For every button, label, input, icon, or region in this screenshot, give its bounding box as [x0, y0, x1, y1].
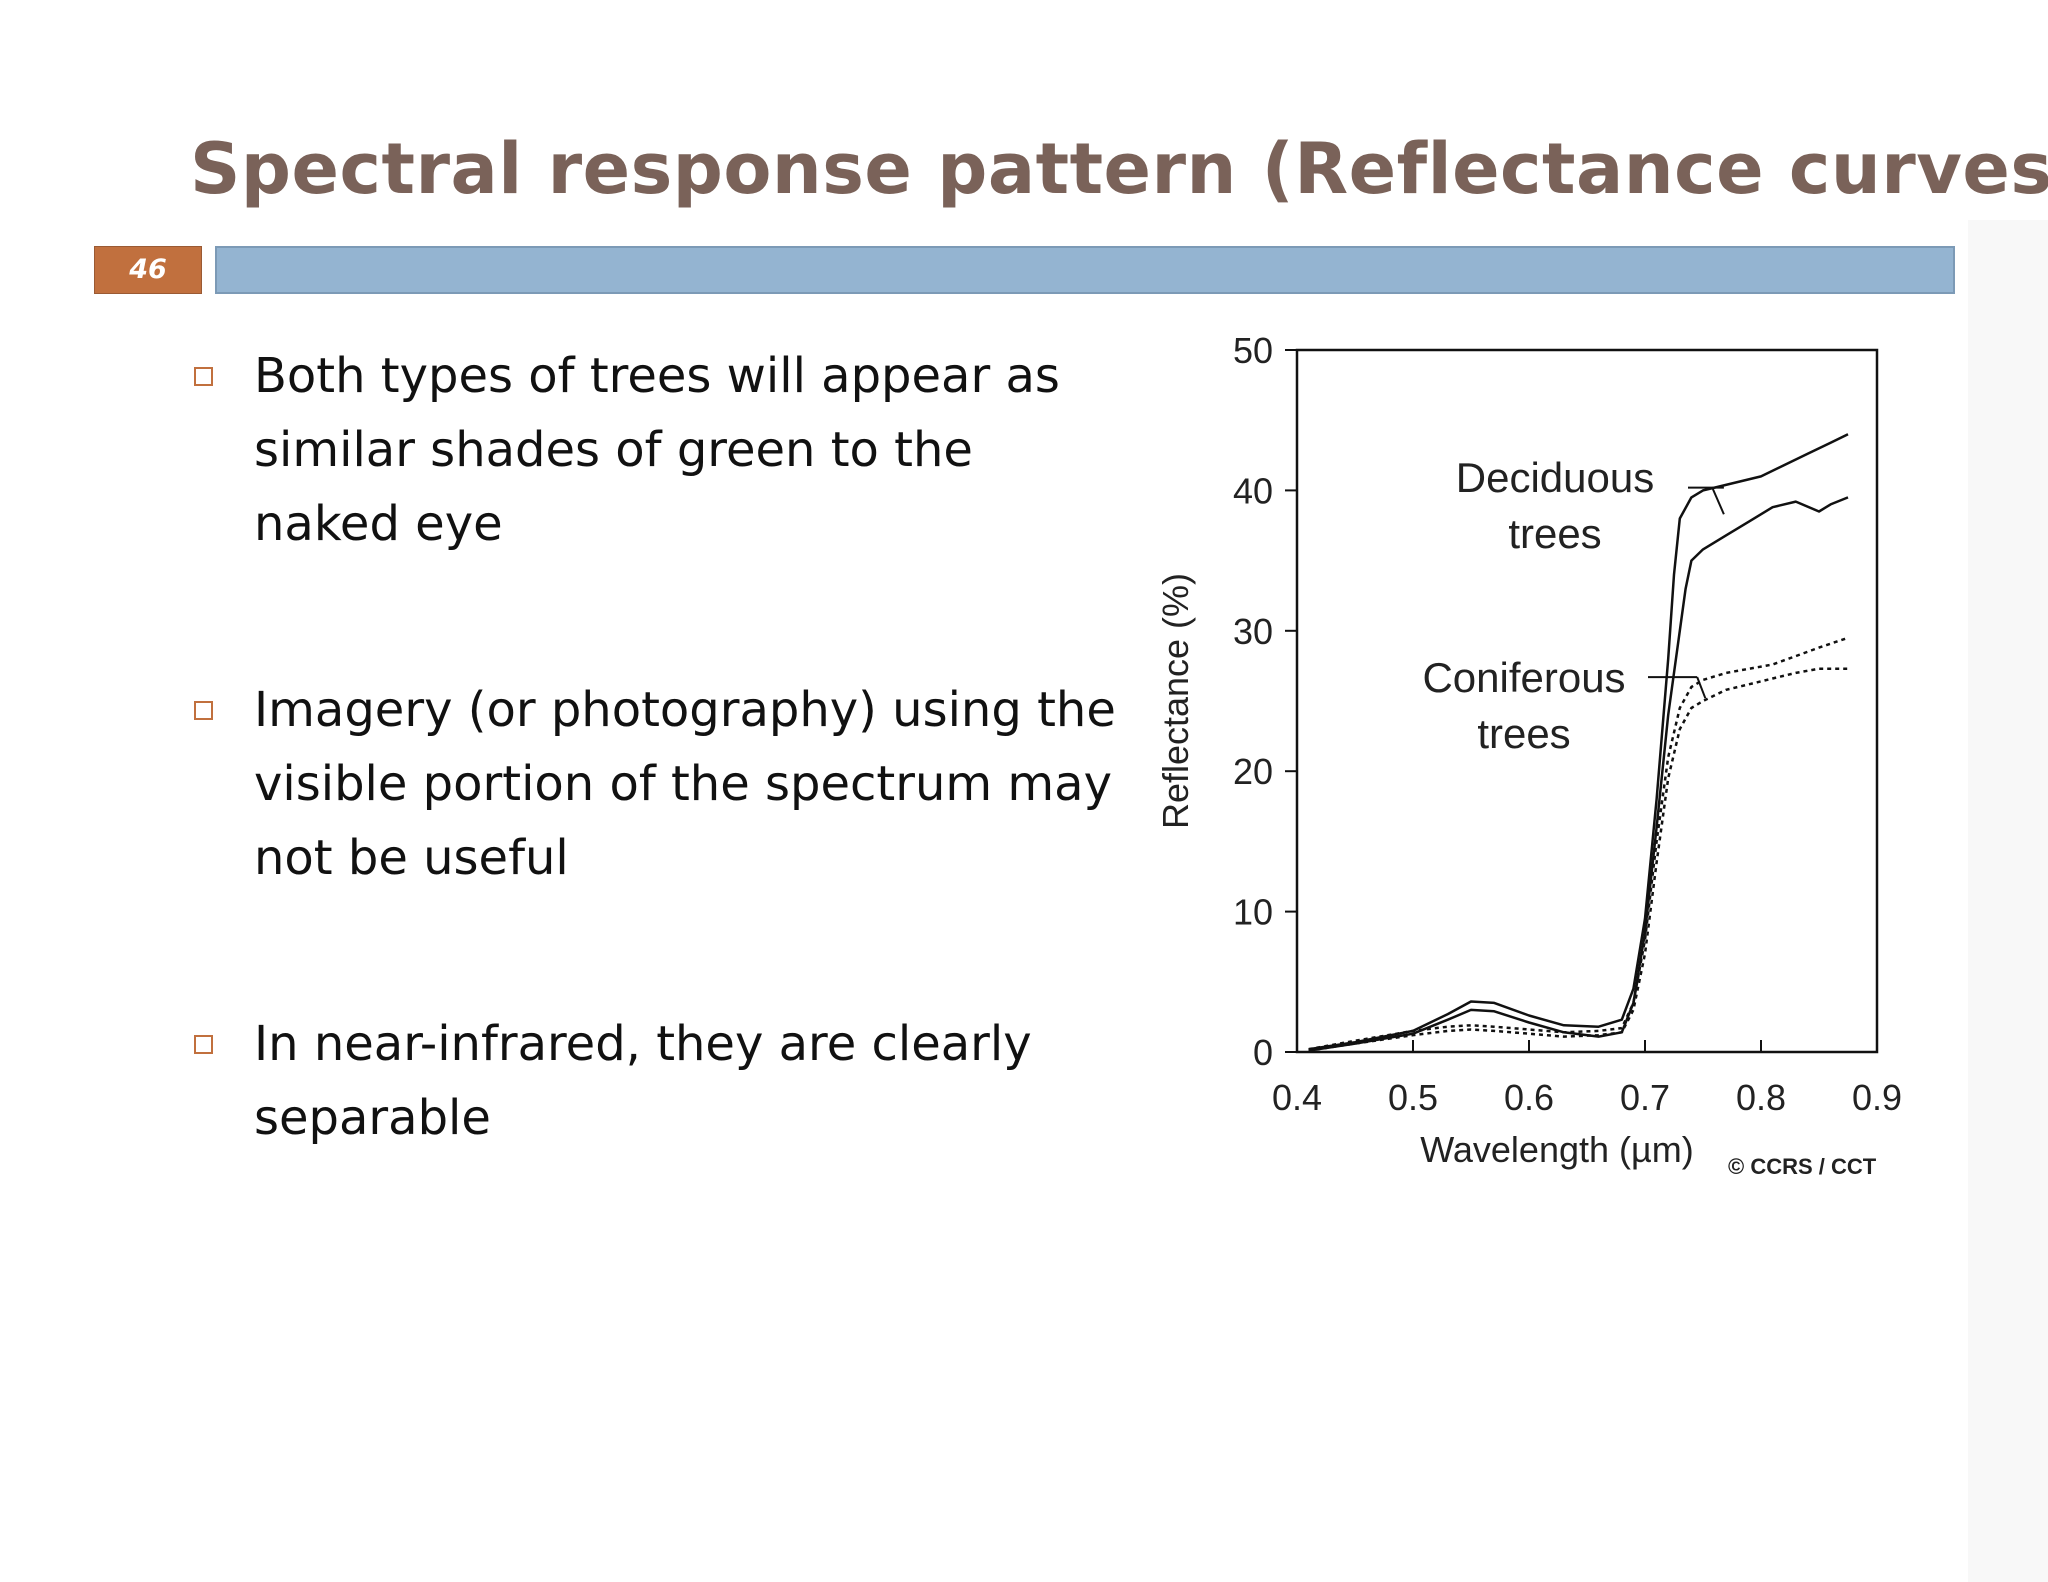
deciduous-label-line2: trees [1508, 510, 1601, 557]
x-tick-label: 0.4 [1272, 1077, 1322, 1118]
coniferous-reflectance-line [1308, 667, 1848, 1052]
coniferous-label-line2: trees [1477, 710, 1570, 757]
slide-title: Spectral response pattern (Reflectance c… [190, 128, 2048, 210]
page-edge-shade [1968, 220, 2048, 1582]
reflectance-chart: 0.4 0.5 0.6 0.7 0.8 0.9 0 10 20 30 40 50 Reflectanc… [1140, 320, 1940, 1200]
y-tick-label: 10 [1233, 892, 1273, 933]
bullet-text: Imagery (or photography) using the visib… [254, 682, 1116, 886]
coniferous-label-line1: Coniferous [1422, 654, 1625, 701]
square-bullet-icon [194, 1035, 213, 1054]
series-lines [1308, 433, 1849, 1052]
y-tick-label: 50 [1233, 330, 1273, 371]
y-tick-label: 30 [1233, 611, 1273, 652]
x-axis-label: Wavelength (µm) [1420, 1129, 1693, 1170]
deciduous-reflectance-line [1308, 496, 1849, 1052]
coniferous-leader-line [1696, 676, 1707, 699]
bullet-text: Both types of trees will appear as simil… [254, 348, 1060, 552]
square-bullet-icon [194, 367, 213, 386]
x-tick-label: 0.7 [1620, 1077, 1670, 1118]
bullet-text: In near-infrared, they are clearly separ… [254, 1016, 1032, 1146]
y-tick-label: 20 [1233, 751, 1273, 792]
header-bar [215, 246, 1955, 294]
annotation-leaders [1648, 486, 1725, 699]
reflectance-chart-svg: 0.4 0.5 0.6 0.7 0.8 0.9 0 10 20 30 40 50 Reflectanc… [1155, 330, 1902, 1179]
x-tick-label: 0.8 [1736, 1077, 1786, 1118]
axis-ticks: 0.4 0.5 0.6 0.7 0.8 0.9 0 10 20 30 40 50 [1233, 330, 1902, 1118]
x-tick-label: 0.5 [1388, 1077, 1438, 1118]
y-tick-label: 0 [1253, 1032, 1273, 1073]
deciduous-reflectance-line [1308, 433, 1849, 1051]
credit-label: © CCRS / CCT [1728, 1154, 1877, 1179]
x-tick-label: 0.6 [1504, 1077, 1554, 1118]
deciduous-leader-line [1711, 487, 1725, 515]
x-tick-label: 0.9 [1852, 1077, 1902, 1118]
y-tick-label: 40 [1233, 470, 1273, 511]
square-bullet-icon [194, 701, 213, 720]
plot-frame [1295, 348, 1879, 1054]
deciduous-label-line1: Deciduous [1456, 454, 1654, 501]
y-axis-label: Reflectance (%) [1155, 573, 1196, 829]
page-number-badge: 46 [94, 246, 202, 294]
